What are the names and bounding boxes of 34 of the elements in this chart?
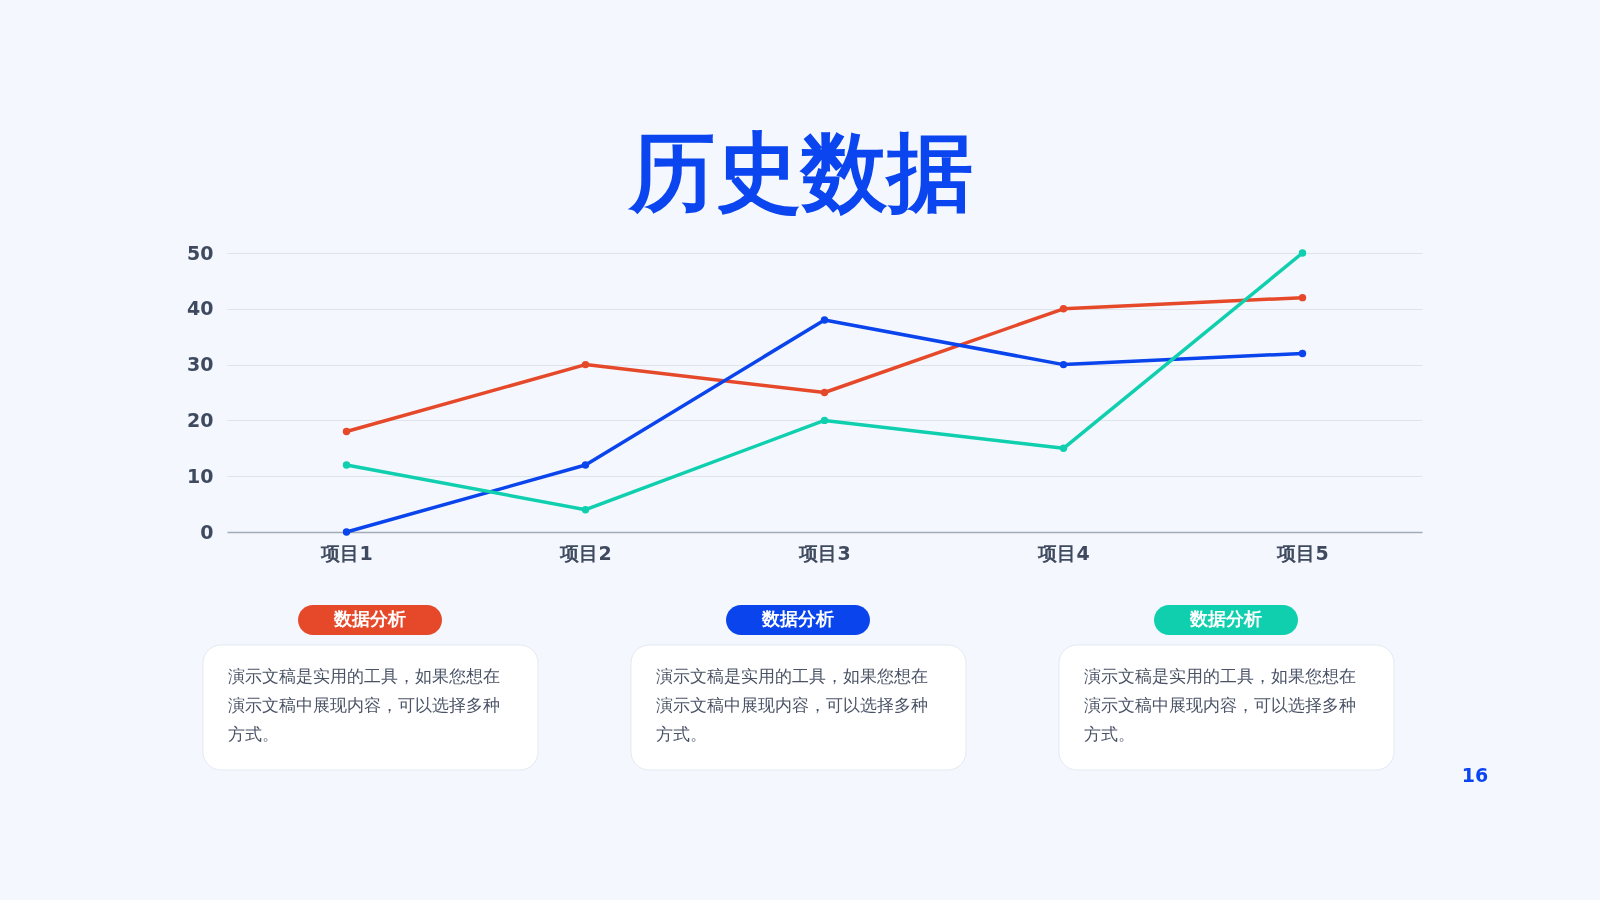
text: 数据分析 <box>333 608 406 629</box>
x-tick-label: 项目2 <box>559 541 612 564</box>
text: 演示文稿是实用的工具，如果您想在演示文稿中展现内容，可以选择多种方式。 <box>656 666 928 744</box>
point <box>820 316 829 324</box>
x-tick-label: 项目5 <box>1276 541 1329 564</box>
point <box>1298 293 1307 302</box>
point <box>1059 444 1068 452</box>
text: 演示文稿是实用的工具，如果您想在演示文稿中展现内容，可以选择多种方式。 <box>228 666 500 744</box>
y-tick-label: 10 <box>187 464 214 487</box>
x-tick-label: 项目4 <box>1037 541 1090 564</box>
point <box>820 388 829 397</box>
point <box>1059 360 1068 369</box>
y-tick-label: 50 <box>187 241 214 264</box>
x-tick-label: 项目1 <box>320 541 373 564</box>
point <box>1059 305 1068 313</box>
chart-title: 历史数据 <box>627 122 973 222</box>
point <box>342 427 351 436</box>
text: 数据分析 <box>761 608 834 629</box>
point <box>342 461 351 469</box>
y-tick-label: 30 <box>187 353 214 376</box>
point <box>581 461 590 469</box>
point <box>342 528 351 536</box>
text: 演示文稿是实用的工具，如果您想在演示文稿中展现内容，可以选择多种方式。 <box>1084 666 1356 744</box>
y-tick-label: 20 <box>187 408 214 431</box>
text: 数据分析 <box>1189 608 1262 629</box>
y-tick-label: 0 <box>200 520 214 543</box>
point <box>1298 349 1307 358</box>
text: 16 <box>1461 764 1489 786</box>
point <box>581 360 590 369</box>
point <box>820 416 829 425</box>
y-tick-label: 40 <box>187 297 214 320</box>
point <box>1298 249 1307 257</box>
point <box>581 505 590 514</box>
x-tick-label: 项目3 <box>798 541 851 564</box>
